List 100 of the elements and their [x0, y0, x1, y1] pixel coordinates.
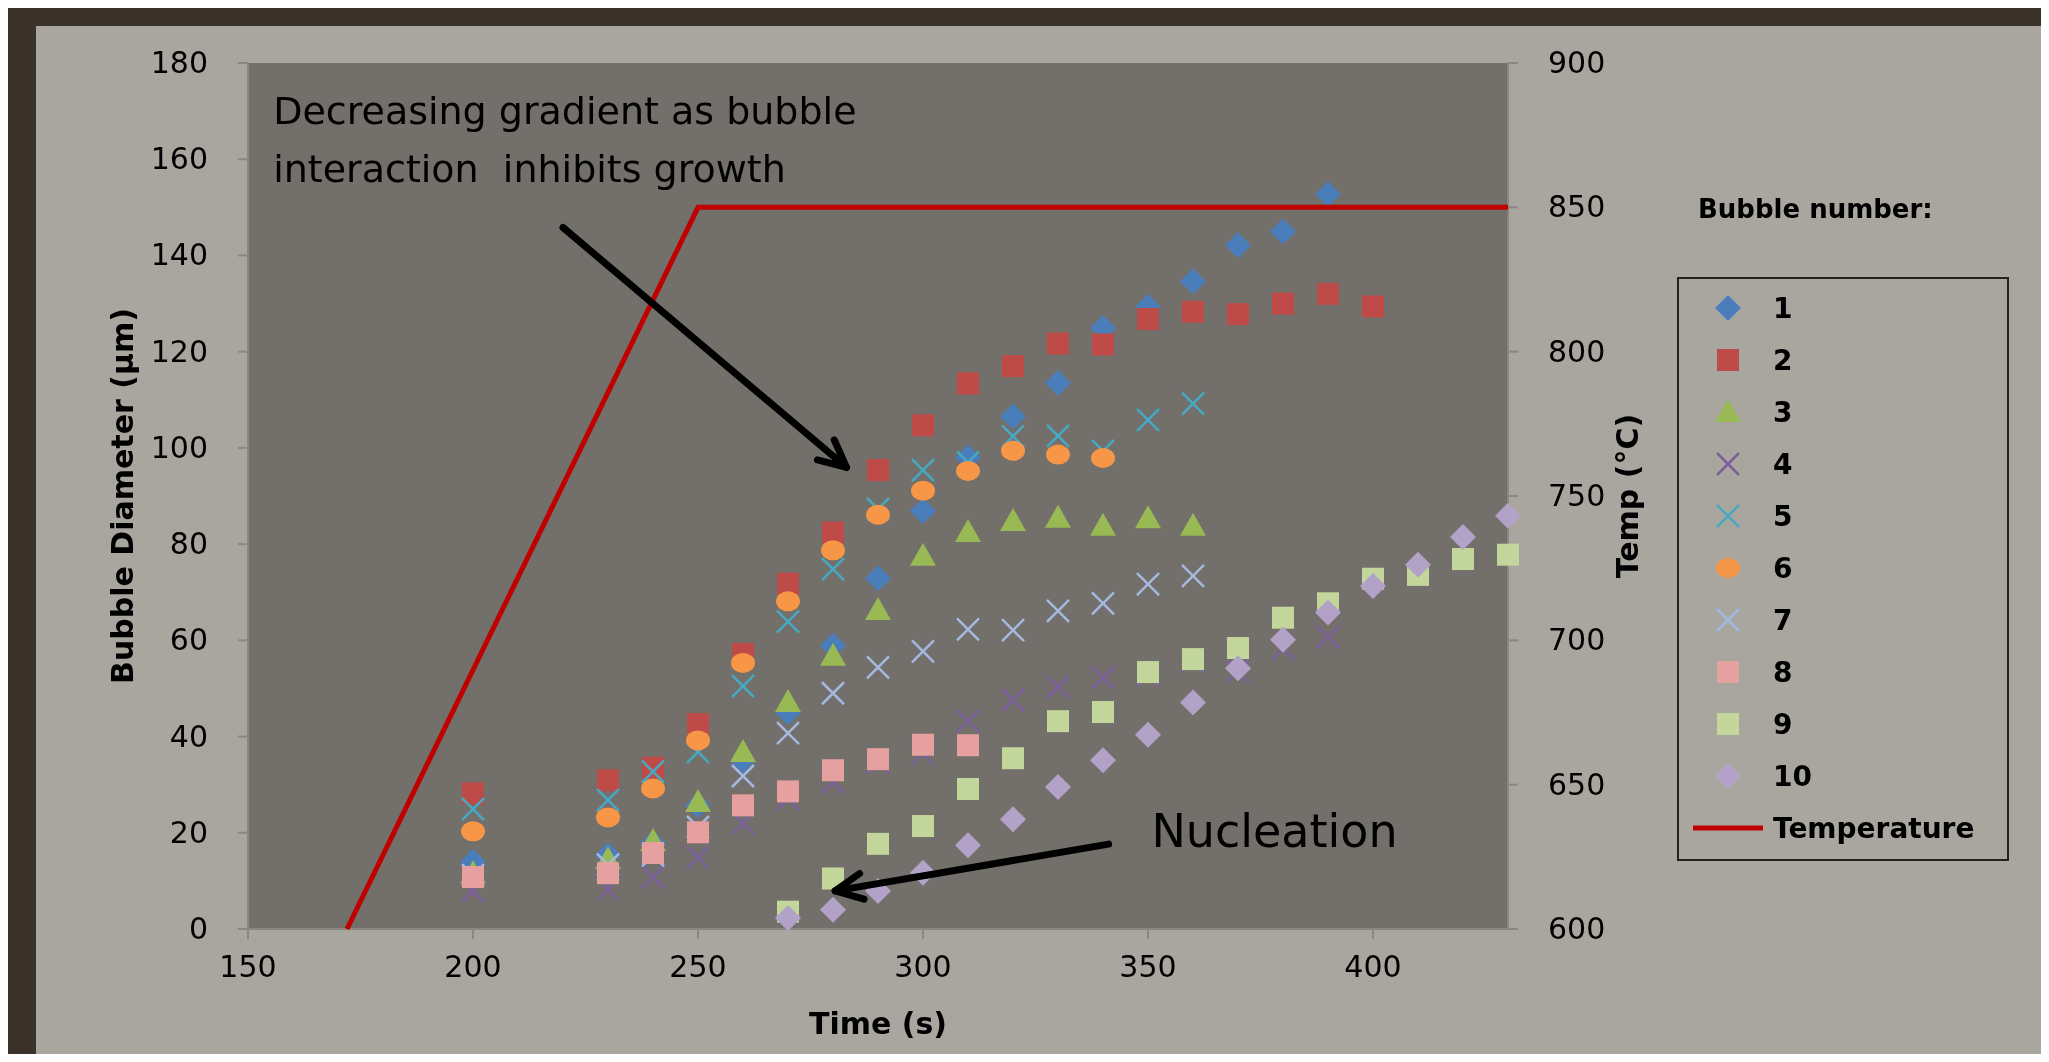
point [1001, 440, 1025, 461]
point [775, 720, 801, 746]
legend-label: 8 [1773, 656, 1793, 689]
point [595, 787, 621, 813]
point [1091, 447, 1115, 468]
legend-label: Temperature [1773, 812, 1975, 845]
point [1137, 307, 1159, 330]
point [820, 896, 846, 923]
point [910, 542, 936, 566]
x-tick-label: 200 [444, 949, 502, 984]
legend-label: 3 [1773, 396, 1793, 429]
point [1045, 369, 1071, 396]
point [1092, 333, 1114, 356]
point [912, 414, 934, 437]
x-tick-label: 250 [669, 949, 727, 984]
point [1135, 505, 1161, 529]
y2-tick-label: 600 [1548, 911, 1606, 946]
point [1045, 504, 1071, 528]
point [1135, 571, 1161, 597]
point [1135, 721, 1161, 748]
point [955, 617, 981, 642]
legend-label: 1 [1773, 292, 1793, 325]
y-axis-title: Bubble Diameter (µm) [105, 308, 140, 684]
legend-label: 5 [1773, 500, 1793, 533]
y-tick-label: 180 [150, 45, 208, 80]
point [1452, 548, 1474, 571]
point [821, 540, 845, 561]
point [1000, 617, 1026, 643]
point [686, 730, 710, 751]
point [596, 807, 620, 828]
point [1135, 407, 1161, 433]
point [1315, 181, 1341, 208]
point [1046, 444, 1070, 465]
point [687, 821, 709, 844]
y-tick-label: 140 [150, 237, 208, 273]
point [1180, 563, 1206, 589]
point [776, 591, 800, 612]
legend-label: 9 [1773, 708, 1793, 741]
point [1000, 508, 1026, 532]
legend-title: Bubble number: [1698, 194, 1933, 224]
legend-label: 6 [1773, 552, 1793, 585]
y-tick-label: 40 [169, 718, 208, 754]
legend-label: 2 [1773, 344, 1793, 377]
point [822, 759, 844, 782]
point [597, 862, 619, 885]
point [1047, 332, 1069, 355]
point [1180, 391, 1206, 416]
point [865, 597, 891, 621]
point [1270, 626, 1296, 653]
y2-axis-title: Temp (°C) [1610, 413, 1645, 579]
point [597, 769, 619, 792]
point [1045, 774, 1071, 801]
y2-tick-label: 900 [1548, 45, 1606, 80]
point [1450, 523, 1476, 550]
y-tick-label: 20 [169, 814, 208, 850]
point [1315, 624, 1341, 650]
y-tick-label: 0 [188, 911, 208, 946]
point [1315, 599, 1341, 626]
point [730, 673, 756, 699]
point [685, 845, 711, 870]
point [1092, 701, 1114, 724]
point [1180, 268, 1206, 295]
y-tick-label: 80 [169, 526, 208, 562]
annotation: Nucleation [1151, 803, 1398, 858]
point [1362, 295, 1384, 318]
point [957, 372, 979, 395]
point [640, 759, 666, 784]
point [1045, 423, 1071, 449]
point [957, 734, 979, 757]
point [1090, 591, 1116, 616]
point [910, 639, 936, 664]
point [1180, 512, 1206, 536]
point [1360, 572, 1386, 599]
point [820, 556, 846, 582]
point [910, 497, 936, 524]
point [865, 565, 891, 592]
legend-label: 4 [1773, 448, 1793, 481]
y2-tick-label: 750 [1548, 478, 1606, 513]
x-tick-label: 350 [1119, 949, 1177, 984]
y-tick-label: 100 [150, 429, 208, 465]
point [955, 832, 981, 859]
point [1090, 665, 1116, 691]
point [461, 821, 485, 842]
point [1497, 543, 1519, 566]
point [867, 832, 889, 855]
x-tick-label: 150 [219, 949, 277, 984]
point [1227, 303, 1249, 326]
point [1227, 637, 1249, 660]
point [730, 738, 756, 762]
x-tick-label: 400 [1344, 949, 1402, 984]
point [1317, 282, 1339, 305]
point [1090, 512, 1116, 536]
y-tick-label: 60 [169, 622, 208, 658]
point [732, 794, 754, 817]
point [955, 708, 981, 734]
point [775, 904, 801, 931]
point [1225, 232, 1251, 259]
point [1495, 502, 1521, 529]
point [912, 733, 934, 756]
point [1047, 710, 1069, 733]
